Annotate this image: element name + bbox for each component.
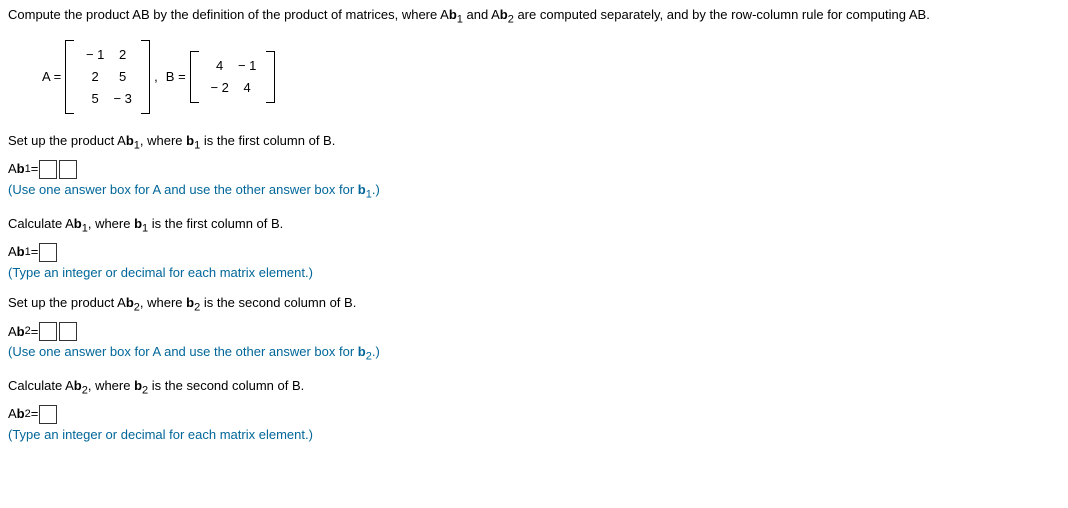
text: (Use one answer box for A and use the ot…: [8, 182, 358, 197]
cell: − 1: [80, 44, 110, 66]
text: , where: [140, 295, 186, 310]
text: Set up the product A: [8, 295, 126, 310]
text: =: [31, 405, 39, 423]
bracket: [190, 51, 199, 103]
ab1-calc-answer: Ab1 =: [8, 243, 1060, 262]
step-4-prompt: Calculate Ab2, where b2 is the second co…: [8, 377, 1060, 399]
text: , where: [140, 133, 186, 148]
text: =: [31, 323, 39, 341]
hint-4: (Type an integer or decimal for each mat…: [8, 426, 1060, 444]
bold: b: [17, 323, 25, 341]
matrix-definitions: A = − 12 25 5− 3 , B = 4− 1 − 24: [38, 40, 1060, 114]
text: =: [31, 160, 39, 178]
cell: 5: [80, 88, 110, 110]
answer-box-a2[interactable]: [39, 322, 57, 341]
b-label: B =: [166, 68, 186, 86]
bold: b: [500, 7, 508, 22]
bold: b: [358, 182, 366, 197]
bold: b: [358, 344, 366, 359]
cell: 2: [110, 44, 135, 66]
answer-box-ab1[interactable]: [39, 243, 57, 262]
bold: b: [126, 295, 134, 310]
text: Set up the product A: [8, 133, 126, 148]
matrix-body: − 12 25 5− 3: [74, 40, 141, 114]
text: , where: [88, 378, 134, 393]
text: .): [372, 344, 380, 359]
text: A: [8, 405, 17, 423]
ab2-setup-answer: Ab2 =: [8, 322, 1060, 341]
text: Compute the product AB by the definition…: [8, 7, 449, 22]
text: (Use one answer box for A and use the ot…: [8, 344, 358, 359]
text: is the first column of B.: [148, 216, 283, 231]
matrix-b: 4− 1 − 24: [190, 51, 275, 103]
step-1-prompt: Set up the product Ab1, where b1 is the …: [8, 132, 1060, 154]
matrix-body: 4− 1 − 24: [199, 51, 266, 103]
cell: 4: [235, 77, 260, 99]
question-prompt: Compute the product AB by the definition…: [8, 6, 1060, 28]
ab1-setup-answer: Ab1 =: [8, 160, 1060, 179]
hint-1: (Use one answer box for A and use the ot…: [8, 181, 1060, 203]
bracket: [141, 40, 150, 114]
bold: b: [17, 243, 25, 261]
answer-box-a[interactable]: [39, 160, 57, 179]
cell: 2: [80, 66, 110, 88]
cell: 4: [205, 55, 235, 77]
bold: b: [186, 133, 194, 148]
bold: b: [17, 405, 25, 423]
bold: b: [134, 378, 142, 393]
bracket: [65, 40, 74, 114]
text: .): [372, 182, 380, 197]
bold: b: [134, 216, 142, 231]
bold: b: [186, 295, 194, 310]
step-3-prompt: Set up the product Ab2, where b2 is the …: [8, 294, 1060, 316]
text: are computed separately, and by the row-…: [514, 7, 930, 22]
answer-box-b2[interactable]: [59, 322, 77, 341]
bracket: [266, 51, 275, 103]
text: =: [31, 243, 39, 261]
text: is the first column of B.: [200, 133, 335, 148]
hint-2: (Type an integer or decimal for each mat…: [8, 264, 1060, 282]
bold: b: [126, 133, 134, 148]
text: A: [8, 160, 17, 178]
text: Calculate A: [8, 216, 74, 231]
bold: b: [449, 7, 457, 22]
text: A: [8, 243, 17, 261]
bold: b: [17, 160, 25, 178]
hint-3: (Use one answer box for A and use the ot…: [8, 343, 1060, 365]
step-2-prompt: Calculate Ab1, where b1 is the first col…: [8, 215, 1060, 237]
cell: − 2: [205, 77, 235, 99]
answer-box-b1[interactable]: [59, 160, 77, 179]
text: is the second column of B.: [200, 295, 356, 310]
comma: ,: [154, 68, 158, 86]
bold: b: [74, 216, 82, 231]
answer-box-ab2[interactable]: [39, 405, 57, 424]
text: Calculate A: [8, 378, 74, 393]
matrix-a: − 12 25 5− 3: [65, 40, 150, 114]
text: and A: [463, 7, 500, 22]
text: A: [8, 323, 17, 341]
ab2-calc-answer: Ab2 =: [8, 405, 1060, 424]
a-label: A =: [42, 68, 61, 86]
text: is the second column of B.: [148, 378, 304, 393]
text: , where: [88, 216, 134, 231]
cell: 5: [110, 66, 135, 88]
cell: − 1: [235, 55, 260, 77]
bold: b: [74, 378, 82, 393]
cell: − 3: [110, 88, 135, 110]
